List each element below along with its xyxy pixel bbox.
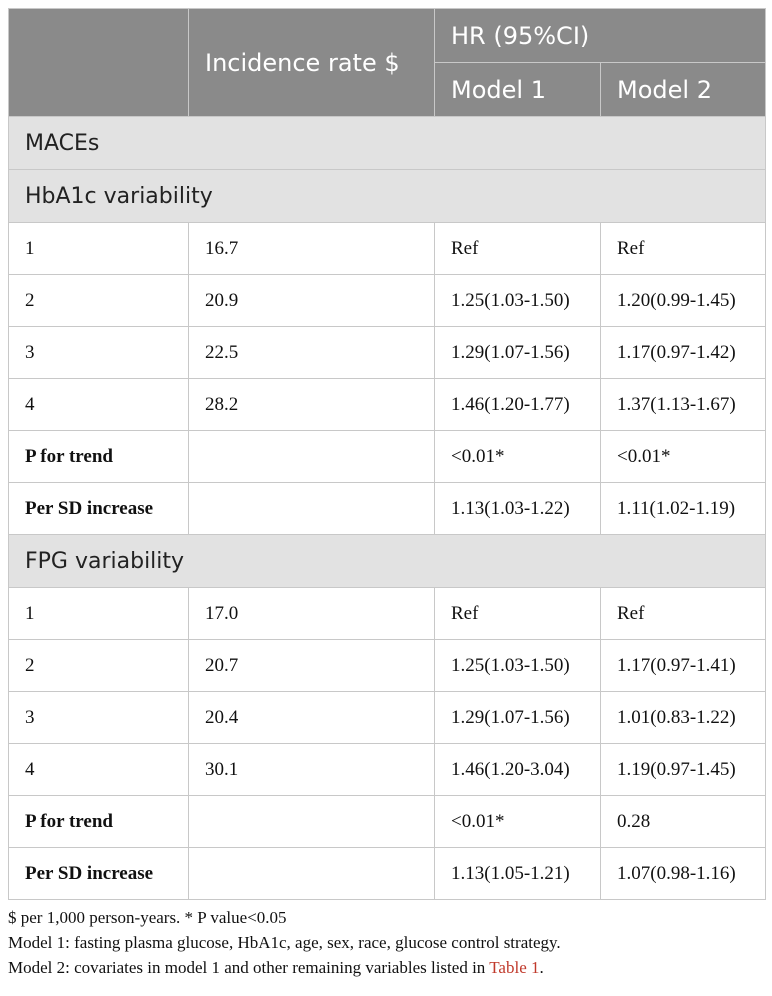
incidence-rate-cell: 20.7 xyxy=(188,639,435,692)
table-row: 4 30.1 1.46(1.20-3.04) 1.19(0.97-1.45) xyxy=(8,743,767,796)
model-2-cell: 1.17(0.97-1.42) xyxy=(599,326,767,379)
header-hr-ci: HR (95%CI) xyxy=(433,8,767,63)
incidence-rate-cell xyxy=(188,795,435,848)
footnote-model-1: Model 1: fasting plasma glucose, HbA1c, … xyxy=(8,933,561,952)
model-1-cell: 1.46(1.20-3.04) xyxy=(434,743,601,796)
table-row: Per SD increase 1.13(1.05-1.21) 1.07(0.98-… xyxy=(8,847,767,900)
row-label: 1 xyxy=(8,587,189,640)
model-2-cell: 1.07(0.98-1.16) xyxy=(599,847,767,900)
row-label: 3 xyxy=(8,326,189,379)
table-row: P for trend <0.01* 0.28 xyxy=(8,795,767,848)
hazard-ratio-table: Incidence rate $ HR (95%CI) Model 1 Mode… xyxy=(7,8,767,900)
incidence-rate-cell: 17.0 xyxy=(188,587,435,640)
footnote-model-2: Model 2: covariates in model 1 and other… xyxy=(8,955,768,980)
model-1-cell: 1.25(1.03-1.50) xyxy=(434,639,601,692)
incidence-rate-cell xyxy=(188,482,435,535)
footnote-model-2-text: Model 2: covariates in model 1 and other… xyxy=(8,958,490,977)
section-maces: MACEs xyxy=(7,116,767,170)
section-group-title: HbA1c variability xyxy=(7,169,767,223)
header-empty-cell xyxy=(8,8,189,117)
model-2-cell: 1.17(0.97-1.41) xyxy=(599,639,767,692)
model-1-cell: 1.25(1.03-1.50) xyxy=(434,274,601,327)
row-label: 4 xyxy=(8,743,189,796)
table-row: 1 17.0 Ref Ref xyxy=(8,587,767,640)
model-2-cell: 1.01(0.83-1.22) xyxy=(599,691,767,744)
table-footnotes: $ per 1,000 person-years. * P value<0.05… xyxy=(8,905,768,980)
header-model-2: Model 2 xyxy=(599,62,767,117)
row-label: Per SD increase xyxy=(8,482,189,535)
header-model-1: Model 1 xyxy=(434,62,601,117)
model-2-cell: <0.01* xyxy=(599,430,767,483)
table-row: 2 20.9 1.25(1.03-1.50) 1.20(0.99-1.45) xyxy=(8,274,767,327)
table-row: 4 28.2 1.46(1.20-1.77) 1.37(1.13-1.67) xyxy=(8,378,767,431)
table-row: 1 16.7 Ref Ref xyxy=(8,222,767,275)
footnote-units: $ per 1,000 person-years. * P value<0.05 xyxy=(8,908,287,927)
model-2-cell: Ref xyxy=(599,222,767,275)
table-row: 3 22.5 1.29(1.07-1.56) 1.17(0.97-1.42) xyxy=(8,326,767,379)
incidence-rate-cell xyxy=(188,430,435,483)
model-2-cell: 1.20(0.99-1.45) xyxy=(599,274,767,327)
model-2-cell: 1.11(1.02-1.19) xyxy=(599,482,767,535)
model-1-cell: 1.29(1.07-1.56) xyxy=(434,326,601,379)
model-1-cell: Ref xyxy=(434,587,601,640)
table-row: Per SD increase 1.13(1.03-1.22) 1.11(1.02-… xyxy=(8,482,767,535)
row-label: P for trend xyxy=(8,795,189,848)
model-1-cell: 1.29(1.07-1.56) xyxy=(434,691,601,744)
model-2-cell: 1.19(0.97-1.45) xyxy=(599,743,767,796)
footnote-model-2-end: . xyxy=(539,958,544,977)
model-1-cell: Ref xyxy=(434,222,601,275)
incidence-rate-cell: 20.4 xyxy=(188,691,435,744)
results-table-container: Incidence rate $ HR (95%CI) Model 1 Mode… xyxy=(7,8,767,900)
model-2-cell: 0.28 xyxy=(599,795,767,848)
table-1-link[interactable]: Table 1 xyxy=(489,958,540,977)
incidence-rate-cell: 28.2 xyxy=(188,378,435,431)
header-incidence-rate: Incidence rate $ xyxy=(188,8,435,117)
incidence-rate-cell: 16.7 xyxy=(188,222,435,275)
table-row: 3 20.4 1.29(1.07-1.56) 1.01(0.83-1.22) xyxy=(8,691,767,744)
row-label: 1 xyxy=(8,222,189,275)
model-1-cell: <0.01* xyxy=(434,430,601,483)
model-2-cell: 1.37(1.13-1.67) xyxy=(599,378,767,431)
row-label: 3 xyxy=(8,691,189,744)
model-1-cell: <0.01* xyxy=(434,795,601,848)
model-1-cell: 1.13(1.05-1.21) xyxy=(434,847,601,900)
model-1-cell: 1.46(1.20-1.77) xyxy=(434,378,601,431)
table-row: P for trend <0.01* <0.01* xyxy=(8,430,767,483)
row-label: Per SD increase xyxy=(8,847,189,900)
section-group-title: FPG variability xyxy=(7,534,767,588)
row-label: P for trend xyxy=(8,430,189,483)
row-label: 4 xyxy=(8,378,189,431)
incidence-rate-cell: 20.9 xyxy=(188,274,435,327)
incidence-rate-cell xyxy=(188,847,435,900)
row-label: 2 xyxy=(8,274,189,327)
model-2-cell: Ref xyxy=(599,587,767,640)
table-body: MACEs HbA1c variability 1 16.7 Ref Ref 2 20.9 1… xyxy=(7,116,767,900)
incidence-rate-cell: 30.1 xyxy=(188,743,435,796)
incidence-rate-cell: 22.5 xyxy=(188,326,435,379)
row-label: 2 xyxy=(8,639,189,692)
model-1-cell: 1.13(1.03-1.22) xyxy=(434,482,601,535)
table-row: 2 20.7 1.25(1.03-1.50) 1.17(0.97-1.41) xyxy=(8,639,767,692)
table-header: Incidence rate $ HR (95%CI) Model 1 Mode… xyxy=(8,8,767,117)
